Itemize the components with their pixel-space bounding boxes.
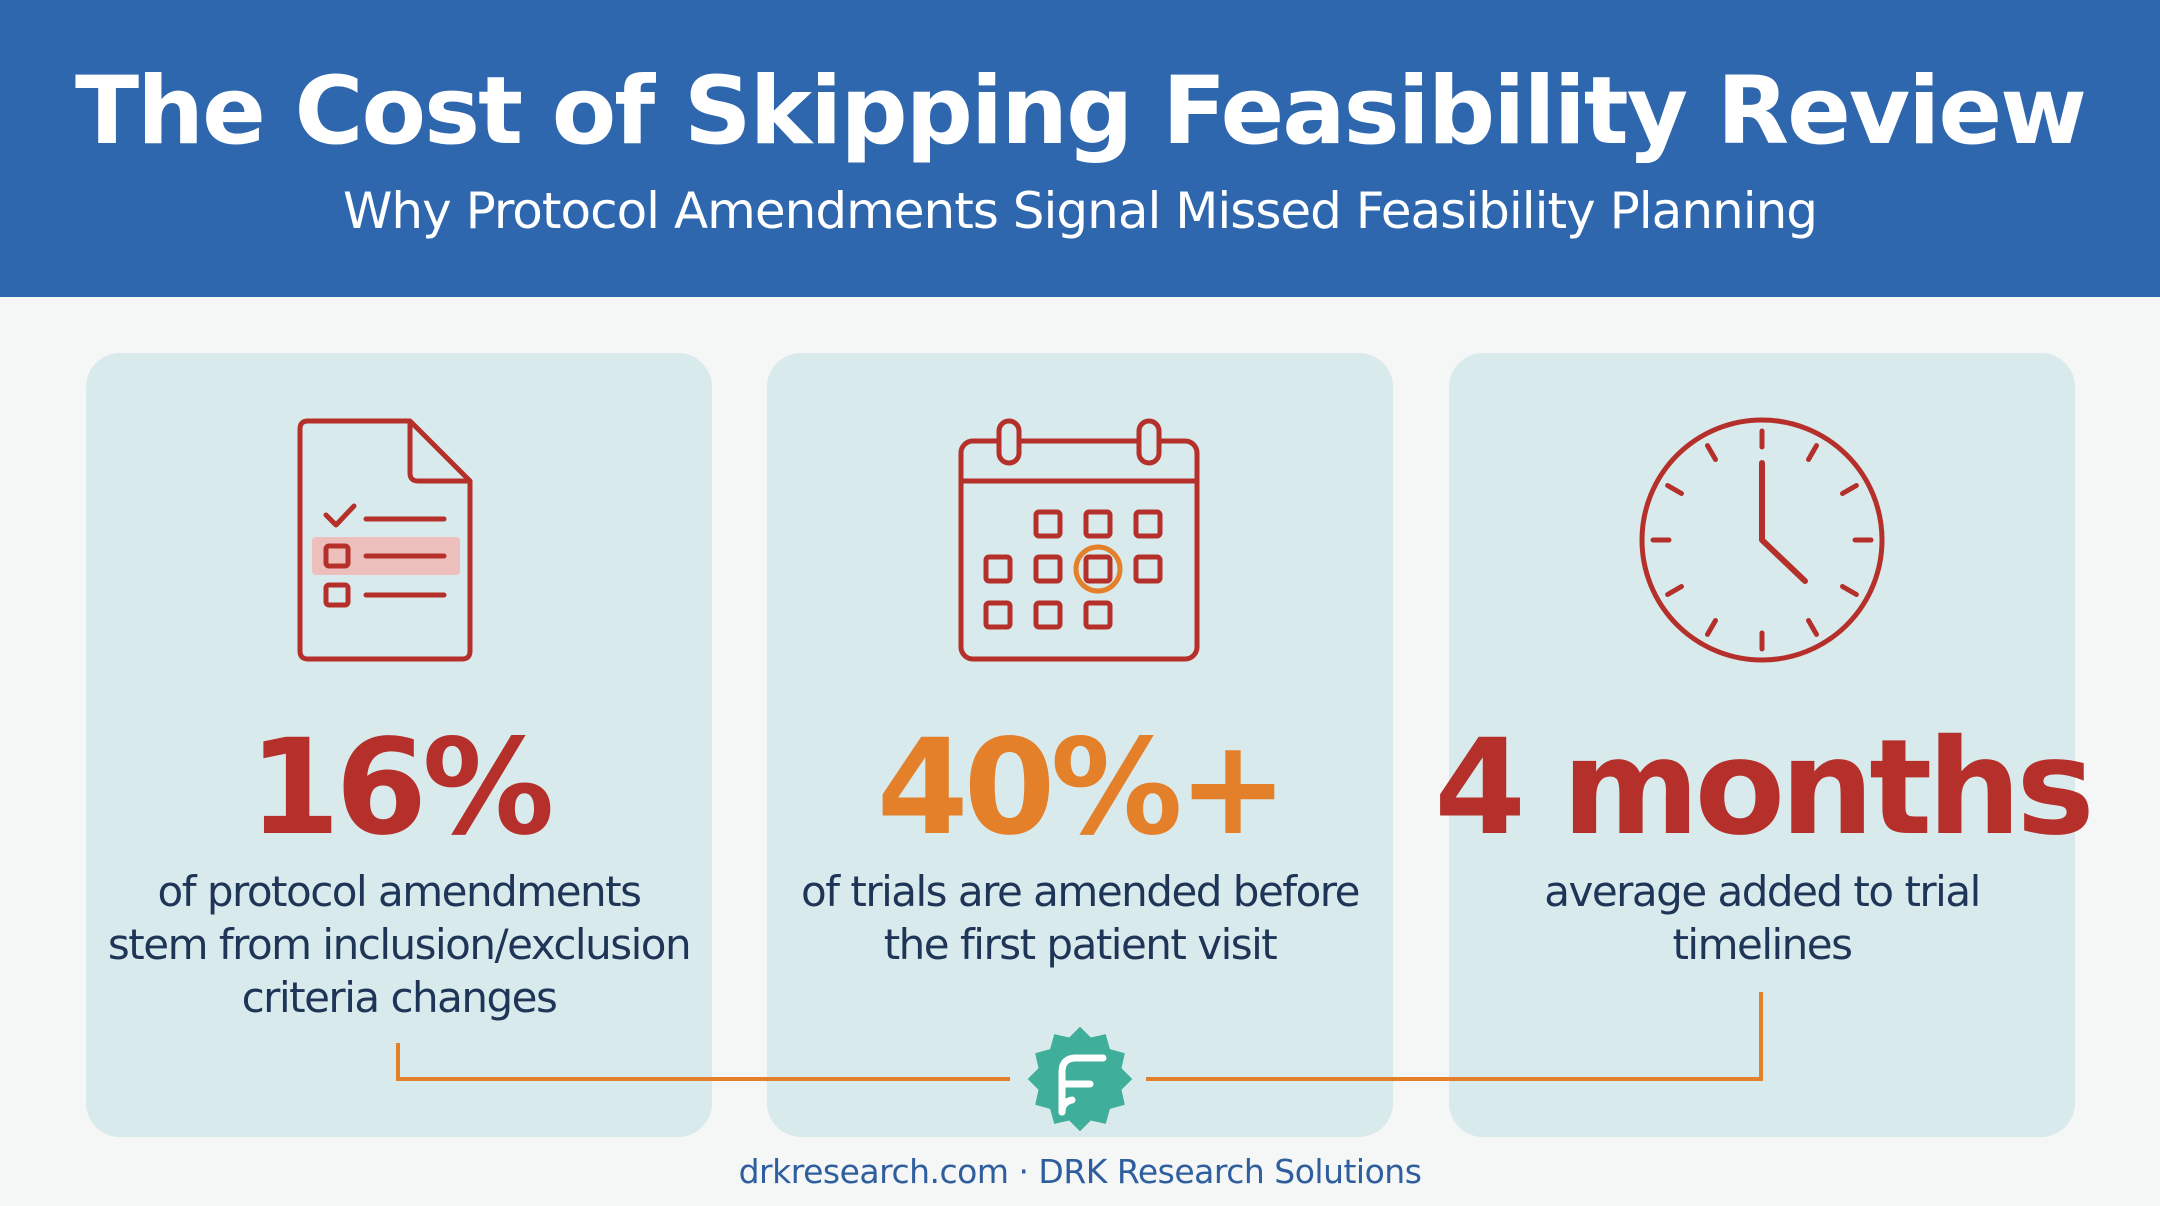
stat-card-amended-trials: 40%+ of trials are amended before the fi… [767,353,1393,1137]
stat-description: of trials are amended before the first p… [801,867,1360,969]
page-title: The Cost of Skipping Feasibility Review [75,57,2087,166]
header-banner: The Cost of Skipping Feasibility Review … [0,0,2160,297]
checklist-document-icon [274,415,524,665]
stat-description: of protocol amendments stem from inclusi… [107,867,692,1022]
footer-credit: drkresearch.com · DRK Research Solutions [738,1152,1422,1191]
stat-card-timeline-delay: 4 months average added to trial timeline… [1434,353,2095,1137]
stat-card-amendment-share: 16% of protocol amendments stem from inc… [86,353,712,1137]
stat-description: average added to trial timelines [1544,867,1981,969]
page-subtitle: Why Protocol Amendments Signal Missed Fe… [342,182,1818,240]
calendar-icon [955,415,1205,665]
stat-value-16-percent: 16% [248,711,555,865]
stat-value-40-percent-plus: 40%+ [876,711,1289,865]
clock-icon [1637,415,1887,665]
stat-value-4-months: 4 months [1434,711,2095,865]
